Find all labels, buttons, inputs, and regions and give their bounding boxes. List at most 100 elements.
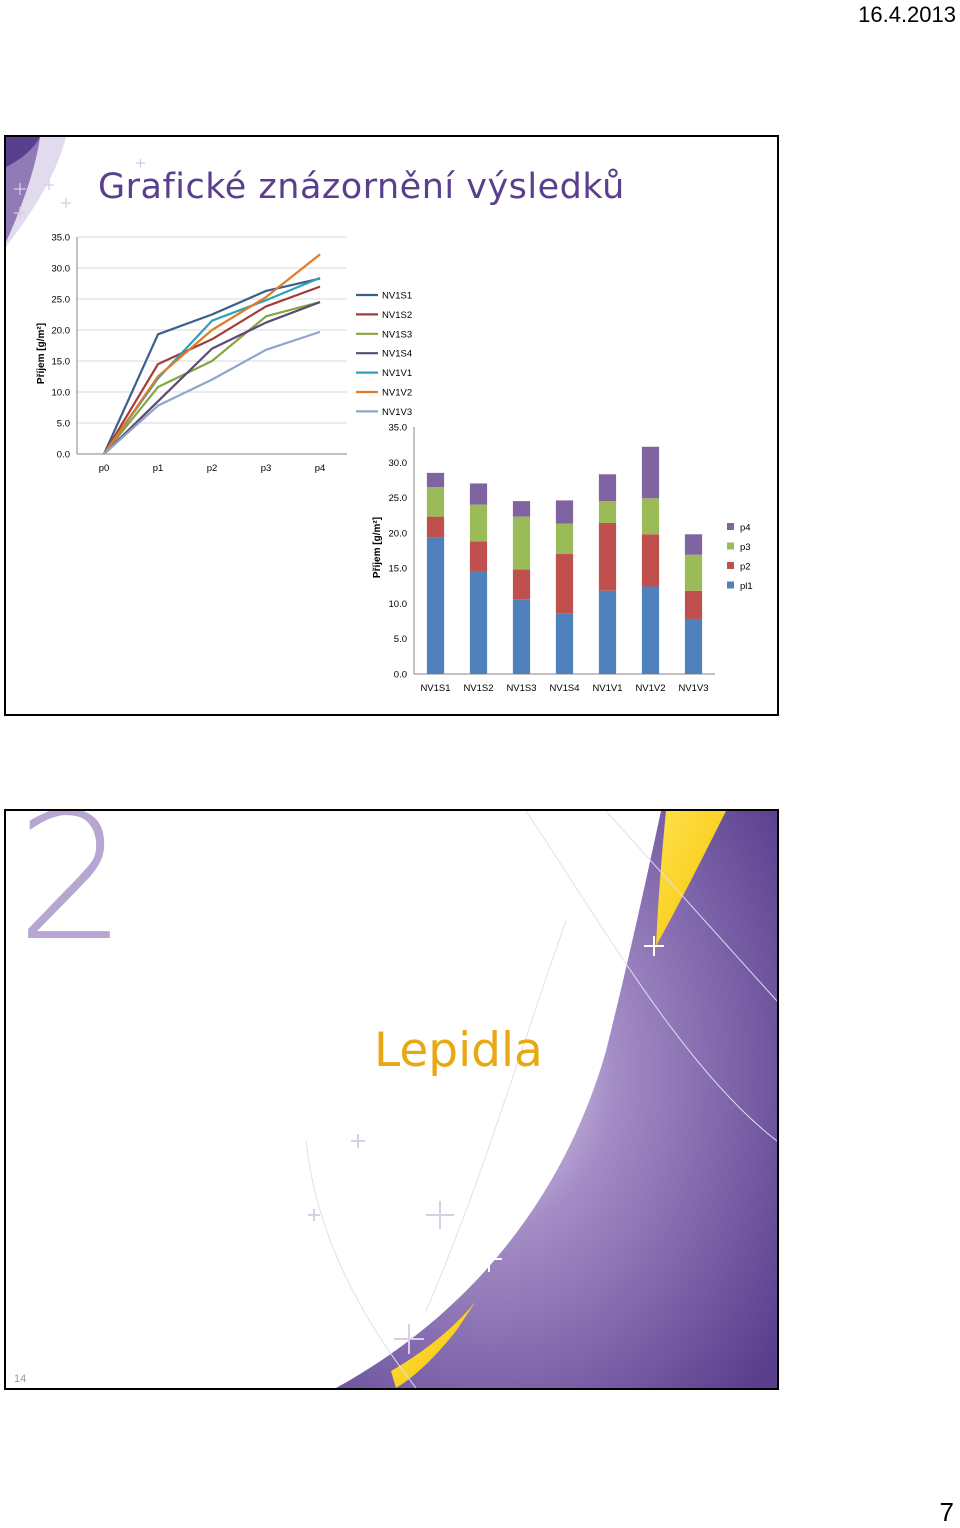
page-number: 7 (939, 1497, 954, 1527)
slide-title: Grafické znázornění výsledků (98, 167, 625, 207)
y-tick-label: 20.0 (389, 528, 408, 539)
bar-segment (598, 590, 617, 674)
legend-label: NV1S1 (382, 291, 412, 302)
bar-segment (641, 586, 660, 674)
plus-icons (308, 1134, 454, 1354)
y-tick-label: 15.0 (389, 564, 408, 575)
legend-label: NV1S4 (382, 349, 412, 360)
legend-swatch (727, 581, 734, 589)
bar-segment (598, 474, 617, 502)
corner-swoosh-light (6, 137, 66, 247)
bar-segment (684, 554, 703, 591)
arc-line (525, 811, 777, 1142)
legend-label: p3 (740, 542, 751, 553)
bar-segment (469, 483, 488, 505)
bar-segment (469, 504, 488, 542)
bar-segment (555, 523, 574, 555)
plus-icons (14, 158, 145, 219)
y-tick-label: 0.0 (394, 670, 407, 681)
series-line (103, 330, 321, 455)
page-date: 16.4.2013 (858, 2, 956, 27)
x-tick-label: p4 (315, 463, 326, 474)
series-line (103, 285, 321, 455)
bar-segment (641, 498, 660, 535)
legend-label: NV1V2 (382, 388, 412, 399)
bar-segment (555, 613, 574, 674)
x-tick-label: p1 (153, 463, 164, 474)
y-tick-label: 10.0 (52, 388, 71, 399)
x-tick-label: p3 (261, 463, 272, 474)
y-tick-label: 25.0 (389, 493, 408, 504)
plus-icons (476, 936, 664, 1272)
y-tick-label: 15.0 (52, 357, 71, 368)
bar-segment (684, 618, 703, 674)
bar-segment (426, 472, 445, 487)
bar-segment (555, 500, 574, 524)
legend-swatch (727, 523, 734, 530)
bar-segment (426, 486, 445, 517)
legend-label: p4 (740, 523, 751, 534)
slide-decoration (6, 137, 145, 247)
bar-segment (426, 537, 445, 674)
bar-segment (641, 446, 660, 499)
bar-segment (512, 501, 531, 517)
series-line (102, 277, 321, 455)
bar-segment (426, 516, 445, 538)
yellow-swoosh-bottom (391, 1301, 476, 1388)
legend-label: NV1S2 (382, 310, 412, 321)
x-tick-label: p2 (207, 463, 218, 474)
y-axis-title: Příjem [g/m²] (36, 323, 47, 384)
legend-swatch (727, 562, 734, 569)
legend-label: NV1V1 (382, 368, 412, 379)
bar-segment (469, 541, 488, 571)
y-tick-label: 20.0 (52, 326, 71, 337)
x-tick-label: NV1V2 (635, 683, 665, 694)
bar-segment (684, 590, 703, 619)
bar-segment (512, 569, 531, 600)
y-tick-label: 5.0 (394, 634, 407, 645)
bar-segment (641, 534, 660, 587)
series-line (103, 253, 321, 455)
yellow-swoosh-top (656, 811, 726, 946)
x-tick-label: NV1S2 (463, 683, 493, 694)
legend-label: p2 (740, 562, 751, 573)
section-title: Lepidla (374, 1023, 543, 1078)
x-tick-label: p0 (99, 463, 110, 474)
bar-segment (598, 501, 617, 523)
section-number: 2 (16, 809, 128, 980)
x-tick-label: NV1S1 (420, 683, 450, 694)
bar-segment (469, 570, 488, 674)
slide-charts: Grafické znázornění výsledků 0.0 5.0 10.0 1… (4, 135, 779, 716)
slide-number: 14 (14, 1373, 27, 1385)
y-tick-label: 10.0 (389, 599, 408, 610)
arc-line (305, 1140, 417, 1388)
x-tick-label: NV1S4 (549, 683, 579, 694)
y-tick-label: 35.0 (52, 233, 71, 244)
y-tick-label: 30.0 (389, 458, 408, 469)
section-background (305, 811, 777, 1388)
bar-segment (512, 516, 531, 570)
bar-segment (598, 522, 617, 591)
series-line (103, 301, 321, 455)
series-line (103, 301, 321, 455)
y-axis-title: Příjem [g/m²] (372, 517, 383, 578)
y-tick-label: 35.0 (389, 423, 408, 434)
purple-swoosh (336, 811, 777, 1388)
y-tick-label: 30.0 (52, 264, 71, 275)
x-tick-label: NV1V3 (678, 683, 708, 694)
legend-swatch (727, 542, 734, 550)
y-tick-label: 5.0 (57, 419, 70, 430)
series-line (103, 276, 321, 455)
x-tick-label: NV1V1 (592, 683, 622, 694)
charts-canvas: 0.0 5.0 10.0 15.0 20.0 25.0 30.0 35.0 p0 p1 p2 p3 p4… (36, 233, 753, 695)
x-tick-label: NV1S3 (506, 683, 536, 694)
bar-segment (684, 534, 703, 555)
slide-section: 2 Lepidla 14 (4, 809, 779, 1390)
legend-label: NV1S3 (382, 329, 412, 340)
arc-line (425, 920, 567, 1312)
y-tick-label: 25.0 (52, 295, 71, 306)
legend-label: pl1 (740, 581, 753, 592)
y-tick-label: 0.0 (57, 450, 70, 461)
bar-segment (512, 599, 531, 674)
arc-line (605, 811, 777, 1002)
